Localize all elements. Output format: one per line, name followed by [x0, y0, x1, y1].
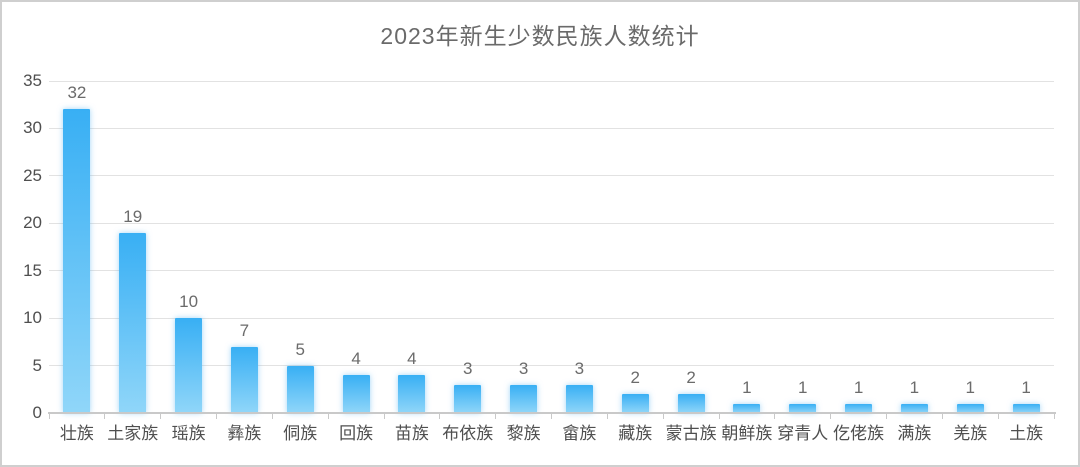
- x-axis-tick: [216, 413, 217, 419]
- gridline: [49, 80, 1054, 82]
- chart-title: 2023年新生少数民族人数统计: [380, 23, 700, 49]
- bar: [677, 394, 705, 413]
- x-axis-tick: [383, 413, 385, 419]
- x-axis-category-label: 满族: [897, 424, 932, 443]
- bar: [175, 318, 203, 413]
- x-axis-tick: [1053, 413, 1055, 419]
- bar: [286, 365, 314, 413]
- x-axis-category-label: 藏族: [618, 424, 653, 443]
- x-axis-category-label: 畲族: [562, 424, 597, 443]
- bar-value-label: 32: [67, 83, 87, 103]
- y-axis-tick-label: 10: [23, 308, 42, 328]
- bar-value-label: 1: [909, 377, 920, 397]
- y-axis-tick-label: 35: [23, 71, 42, 90]
- x-axis-tick: [941, 413, 943, 419]
- x-axis-tick: [327, 413, 329, 419]
- x-axis-tick: [997, 413, 999, 419]
- bar-value-label: 1: [798, 377, 808, 397]
- x-axis-category-label: 土家族: [107, 424, 159, 443]
- x-axis-category-label: 穿青人: [777, 424, 829, 443]
- bar-value-label: 1: [742, 377, 752, 397]
- bar-value-label: 10: [179, 292, 199, 312]
- x-axis-tick: [774, 413, 776, 419]
- gridline: [49, 175, 1054, 177]
- bar-value-label: 1: [965, 377, 975, 397]
- x-axis-category-label: 朝鲜族: [721, 424, 773, 443]
- x-axis-category-label: 瑶族: [171, 424, 206, 443]
- bar-value-label: 4: [351, 349, 361, 369]
- bar: [119, 232, 147, 413]
- bar: [789, 403, 817, 413]
- bar-value-label: 1: [1021, 377, 1031, 397]
- bar: [845, 403, 873, 413]
- x-axis-category-label: 黎族: [506, 424, 541, 443]
- gridline: [49, 365, 1054, 367]
- bar-value-label: 1: [853, 377, 864, 397]
- bar-value-label: 7: [239, 320, 250, 340]
- bar-value-label: 3: [518, 358, 529, 378]
- y-axis-tick-label: 25: [23, 165, 42, 185]
- x-axis-category-label: 土族: [1009, 424, 1044, 443]
- x-axis-line: [48, 412, 1056, 414]
- bar: [956, 403, 984, 413]
- bar: [510, 384, 538, 413]
- y-axis-tick-label: 0: [32, 403, 42, 422]
- y-axis-tick-label: 20: [23, 213, 42, 233]
- gridline: [49, 317, 1054, 319]
- x-axis-category-label: 布依族: [442, 424, 494, 443]
- bar: [342, 375, 370, 413]
- bar: [733, 403, 761, 413]
- x-axis-tick: [886, 413, 887, 419]
- x-axis-tick: [551, 413, 552, 419]
- x-axis-tick: [48, 413, 50, 419]
- bar-value-label: 5: [295, 339, 305, 359]
- bar-value-label: 4: [407, 349, 417, 369]
- bar: [900, 403, 928, 413]
- x-axis-tick: [439, 413, 441, 419]
- gridline: [49, 222, 1054, 224]
- bar: [230, 346, 258, 413]
- y-axis-tick-label: 5: [32, 355, 42, 375]
- x-axis-tick: [606, 413, 608, 419]
- y-axis-tick-label: 15: [23, 260, 42, 280]
- bar: [454, 384, 482, 413]
- bar-value-label: 3: [574, 358, 585, 378]
- x-axis-category-label: 仡佬族: [833, 424, 885, 443]
- y-axis-tick-label: 30: [23, 118, 42, 138]
- x-axis-category-label: 羌族: [953, 424, 988, 443]
- bar: [1012, 403, 1040, 413]
- x-axis-category-label: 蒙古族: [665, 424, 717, 443]
- gridline: [49, 127, 1054, 129]
- x-axis-category-label: 壮族: [59, 424, 94, 443]
- x-axis-tick: [830, 413, 832, 419]
- bar: [565, 384, 593, 413]
- x-axis-category-label: 彝族: [227, 424, 262, 443]
- x-axis-tick: [662, 413, 664, 419]
- x-axis-tick: [160, 413, 162, 419]
- x-axis-category-label: 侗族: [283, 424, 318, 443]
- bar-value-label: 2: [686, 368, 696, 388]
- x-axis-category-label: 苗族: [394, 424, 429, 443]
- x-axis-tick: [271, 413, 273, 419]
- x-axis-category-label: 回族: [339, 424, 374, 443]
- bar-value-label: 2: [630, 368, 640, 388]
- bar: [63, 109, 91, 413]
- plot-area: 32 壮族 19 土家族 10 瑶族 7 彝族 5 侗族 4 回族 4 苗族 3 布依族 3 黎族 3 畲族 2 藏族 2 蒙…: [48, 80, 1056, 443]
- gridline: [49, 270, 1054, 272]
- x-axis-tick: [718, 413, 720, 419]
- x-axis-tick: [104, 413, 106, 419]
- x-axis-tick: [495, 413, 497, 419]
- bar-value-label: 19: [123, 206, 143, 226]
- bar: [398, 375, 426, 413]
- bar: [621, 394, 649, 413]
- bar-value-label: 3: [463, 358, 473, 378]
